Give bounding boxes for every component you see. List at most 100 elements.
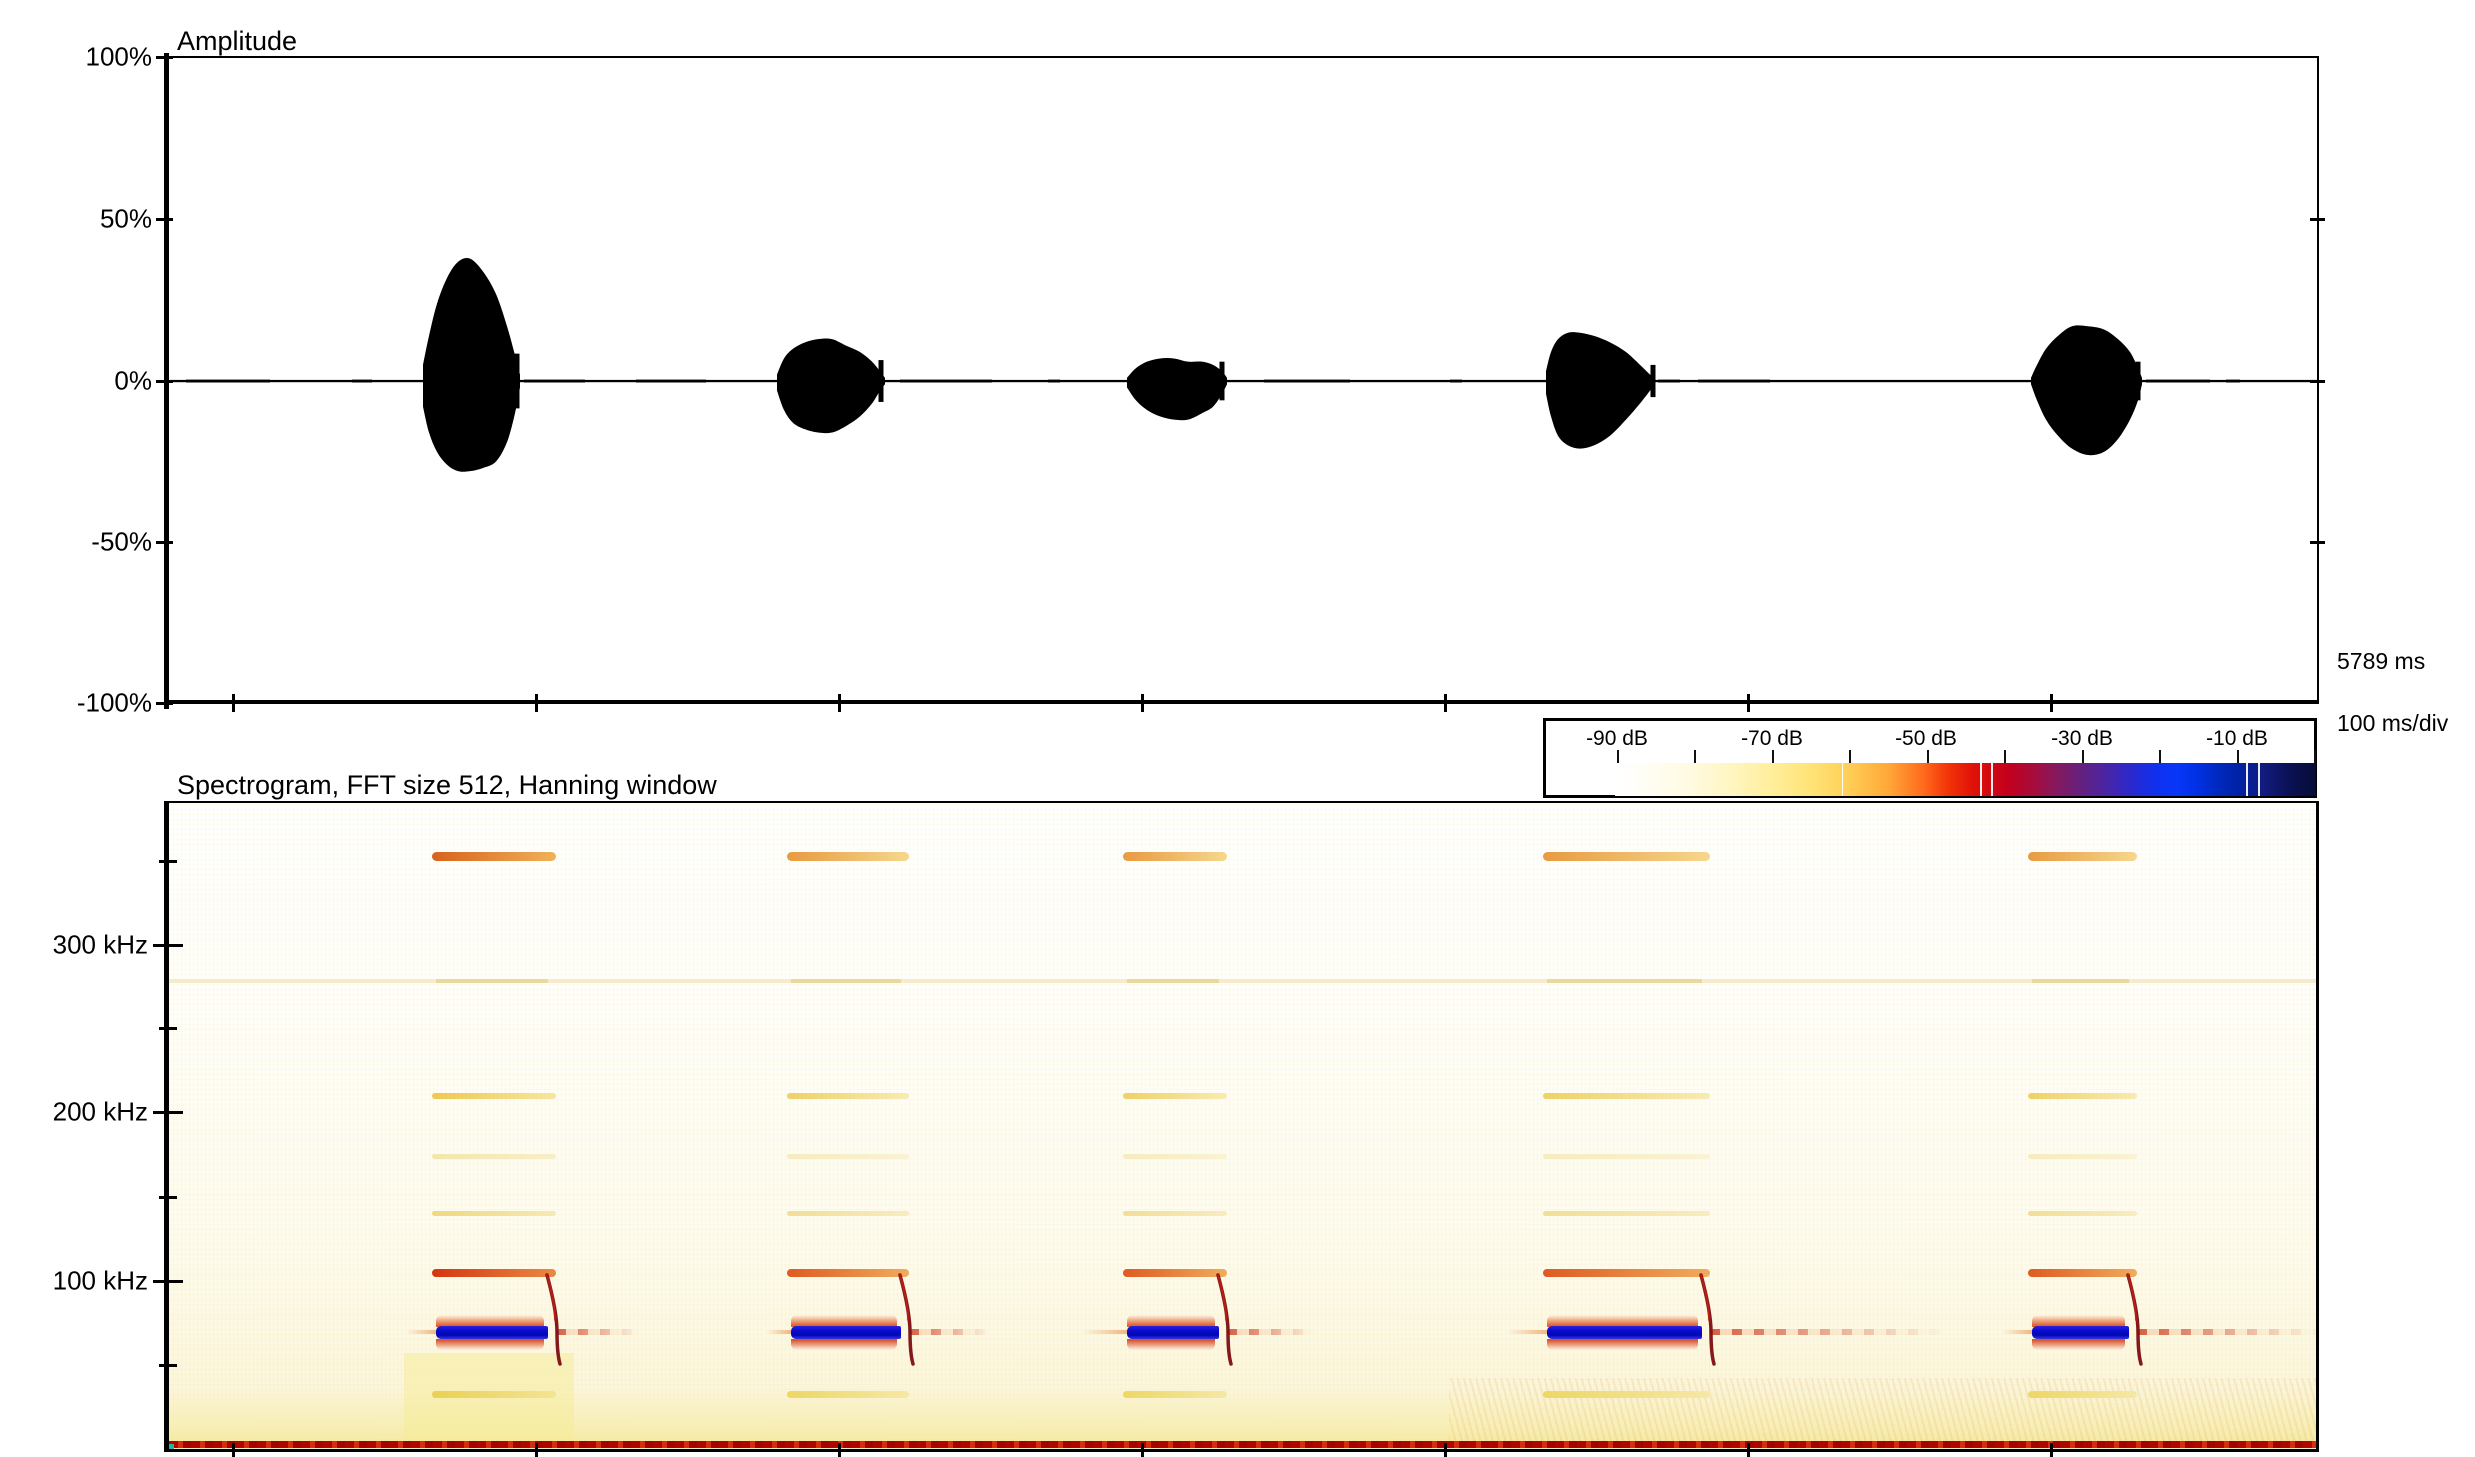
- pulse-harmonic-band: [787, 1154, 909, 1159]
- db-color-bar-mark: [2258, 763, 2260, 796]
- amplitude-y-tick-label: 50%: [99, 203, 152, 234]
- terminal-sweep-path: [1217, 1274, 1227, 1321]
- time-scale-label: 100 ms/div: [2337, 710, 2449, 736]
- pulse-harmonic-band: [2028, 852, 2137, 861]
- pulse-ambient-segment: [1547, 979, 1702, 984]
- spectrogram-y-tick-label: 100 kHz: [52, 1265, 148, 1296]
- db-color-bar-mark: [1842, 763, 1843, 796]
- main-band-echo-tail: [556, 1328, 638, 1335]
- pulse-harmonic-band: [2028, 1269, 2137, 1277]
- pulse-harmonic-band: [787, 852, 909, 861]
- db-color-bar-mark: [2246, 763, 2248, 796]
- terminal-sweep-hook: [545, 1273, 562, 1366]
- main-band-echo-tail: [909, 1328, 989, 1335]
- main-band-lead-in: [1507, 1329, 1547, 1334]
- pulse-harmonic-band: [432, 852, 556, 861]
- main-band-lead-in: [766, 1329, 791, 1334]
- pulse-harmonic-band: [1543, 1391, 1710, 1398]
- db-scale-tick: [2159, 750, 2161, 763]
- db-scale-tick: [1772, 750, 1774, 763]
- pulse-harmonic-band: [1543, 852, 1710, 861]
- main-band-red-top: [436, 1314, 544, 1327]
- pulse-harmonic-band: [432, 1269, 556, 1277]
- main-band-core: [2032, 1325, 2129, 1339]
- db-color-legend: -90 dB -70 dB -50 dB -30 dB -10 dB: [1543, 718, 2317, 798]
- main-band-echo-tail: [1710, 1328, 1945, 1335]
- pulse-harmonic-band: [1123, 1269, 1227, 1277]
- spectrogram-title: Spectrogram, FFT size 512, Hanning windo…: [177, 770, 717, 800]
- main-band-echo-tail: [1227, 1328, 1315, 1335]
- main-band-red-top: [791, 1314, 897, 1327]
- terminal-sweep-path: [545, 1273, 562, 1366]
- db-scale-label: -30 dB: [2051, 727, 2113, 750]
- db-scale-tick: [2314, 750, 2316, 763]
- pulse-harmonic-band: [2028, 1093, 2137, 1099]
- pulse-ambient-segment: [2032, 979, 2129, 984]
- amplitude-plot-area[interactable]: [169, 58, 2317, 700]
- db-color-bar-mark: [1980, 763, 1982, 796]
- main-band-red-bottom: [436, 1338, 544, 1350]
- main-band-echo-tail: [2137, 1328, 2316, 1335]
- amplitude-y-tick-label: 0%: [114, 365, 152, 396]
- terminal-sweep-path: [898, 1273, 915, 1366]
- pulse-ambient-segment: [791, 979, 901, 984]
- noise-floor-mottle: [1449, 1378, 2316, 1443]
- db-scale-label: -90 dB: [1586, 727, 1648, 750]
- pulse-harmonic-band: [1123, 1093, 1227, 1099]
- pulse-harmonic-band: [2028, 1154, 2137, 1159]
- ambient-noise-line: [169, 979, 2316, 984]
- pulse-harmonic-band: [432, 1093, 556, 1099]
- main-band-red-bottom: [1547, 1338, 1698, 1350]
- db-scale-label: -50 dB: [1895, 727, 1957, 750]
- terminal-sweep-hook: [1216, 1273, 1233, 1366]
- pulse-harmonic-band: [787, 1391, 909, 1398]
- edge-artifact: [169, 1444, 174, 1449]
- db-scale-tick: [1927, 750, 1929, 763]
- amplitude-title: Amplitude: [177, 26, 298, 56]
- pulse1-noise-wash: [404, 1353, 574, 1443]
- amplitude-y-tick: [156, 702, 173, 705]
- db-scale-tick: [1694, 750, 1696, 763]
- pulse-ambient-segment: [436, 979, 548, 984]
- main-band-lead-in: [1082, 1329, 1127, 1334]
- terminal-sweep-hook: [1699, 1273, 1716, 1366]
- amplitude-y-tick-label: 100%: [85, 41, 153, 72]
- terminal-sweep-hook: [898, 1273, 915, 1366]
- main-band-lead-in: [406, 1329, 436, 1334]
- pulse-harmonic-band: [1123, 1391, 1227, 1398]
- spectrogram-y-tick-label: 300 kHz: [52, 929, 148, 960]
- main-band-red-bottom: [2032, 1338, 2125, 1350]
- pulse-harmonic-band: [787, 1211, 909, 1216]
- terminal-sweep-path: [1699, 1273, 1716, 1366]
- pulse-harmonic-band: [1543, 1093, 1710, 1099]
- amplitude-y-tick-label: -100%: [76, 687, 152, 718]
- amplitude-right-axis: [2317, 56, 2319, 704]
- main-band-core: [1127, 1325, 1219, 1339]
- main-band-red-top: [2032, 1314, 2125, 1327]
- db-color-bar-mark: [1991, 763, 1993, 796]
- pulse-ambient-segment: [1127, 979, 1219, 984]
- amplitude-x-axis: [164, 700, 2319, 704]
- db-color-bar: [1615, 763, 2316, 796]
- pulse-harmonic-band: [2028, 1391, 2137, 1398]
- pulse-harmonic-band: [1543, 1211, 1710, 1216]
- main-band-red-top: [1127, 1314, 1215, 1327]
- pulse-harmonic-band: [1123, 852, 1227, 861]
- main-band-lead-in: [2002, 1329, 2032, 1334]
- pulse-harmonic-band: [1543, 1154, 1710, 1159]
- db-scale-label: -70 dB: [1741, 727, 1803, 750]
- db-scale-tick: [2237, 750, 2239, 763]
- main-band-red-bottom: [791, 1338, 897, 1350]
- pulse-harmonic-band: [1123, 1154, 1227, 1159]
- main-band-core: [436, 1325, 548, 1339]
- spectrogram-y-tick-label: 200 kHz: [52, 1096, 148, 1127]
- spectrogram-plot-area[interactable]: [169, 803, 2316, 1450]
- main-band-core: [791, 1325, 901, 1339]
- pulse-harmonic-band: [1123, 1211, 1227, 1216]
- terminal-sweep-path: [1216, 1273, 1233, 1366]
- dc-noise-band: [169, 1441, 2316, 1448]
- db-scale-tick: [2082, 750, 2084, 763]
- main-band-red-top: [1547, 1314, 1698, 1327]
- db-scale-label: -10 dB: [2206, 727, 2268, 750]
